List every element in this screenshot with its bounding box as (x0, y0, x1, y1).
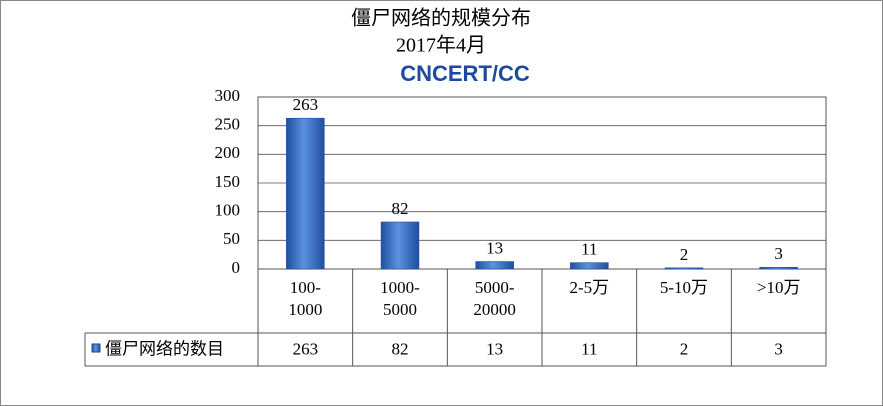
legend-label: 僵尸网络的数目 (105, 339, 224, 358)
bar (380, 221, 420, 270)
bar (664, 267, 704, 270)
x-tick-label: >10万 (756, 278, 801, 297)
x-tick-label: 5-10万 (659, 278, 709, 297)
chart-subtitle: 2017年4月 (396, 34, 486, 57)
table-value: 82 (392, 339, 409, 358)
x-tick-label: 2-5万 (569, 278, 610, 297)
y-tick-label: 100 (215, 201, 241, 220)
x-label-box: 2-5万 (569, 278, 610, 297)
x-tick-label: 100-1000 (288, 278, 323, 319)
y-tick-label: 50 (223, 229, 240, 248)
y-tick-label: 0 (232, 258, 241, 277)
table-value: 3 (774, 339, 783, 358)
table-value: 11 (581, 339, 597, 358)
data-label: 13 (486, 238, 503, 257)
data-label: 3 (774, 244, 783, 263)
bar (570, 262, 609, 270)
x-label-box: 1000-5000 (380, 278, 420, 319)
x-label-box: 100-1000 (288, 278, 323, 319)
data-label: 2 (680, 245, 689, 264)
data-label: 11 (581, 240, 597, 259)
data-label: 263 (293, 95, 319, 114)
y-tick-label: 300 (215, 86, 241, 105)
logo: CNCERT/CC (400, 61, 530, 86)
bar (475, 261, 514, 270)
bar (286, 117, 325, 270)
y-tick-label: 200 (215, 143, 241, 162)
table-value: 2 (680, 339, 689, 358)
y-tick-label: 250 (215, 115, 241, 134)
x-label-box: 5-10万 (659, 278, 709, 297)
bar (759, 266, 798, 270)
x-tick-label: 1000-5000 (380, 278, 420, 319)
table-value: 13 (486, 339, 503, 358)
table-value: 263 (293, 339, 319, 358)
x-label-box: >10万 (756, 278, 801, 297)
x-label-box: 5000-20000 (473, 278, 516, 319)
x-tick-label: 5000-20000 (473, 278, 516, 319)
chart-title: 僵尸网络的规模分布 (351, 7, 531, 30)
y-tick-label: 150 (215, 172, 241, 191)
data-label: 82 (392, 199, 409, 218)
legend-marker (91, 343, 101, 353)
